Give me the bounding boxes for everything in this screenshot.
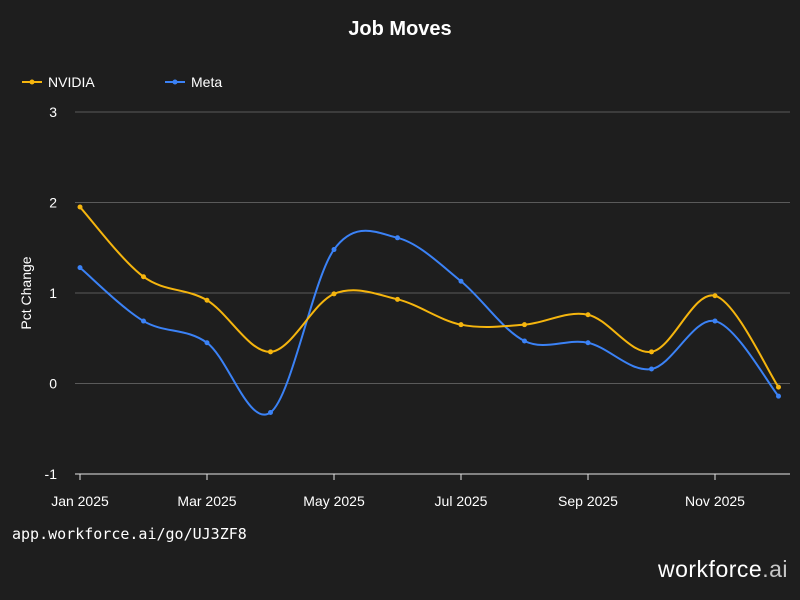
data-point-nvidia (776, 384, 781, 390)
data-point-meta (204, 340, 210, 346)
series-line-nvidia (79, 206, 780, 388)
share-link[interactable]: app.workforce.ai/go/UJ3ZF8 (12, 525, 247, 543)
legend-label-meta: Meta (191, 74, 222, 90)
data-point-meta (268, 409, 273, 415)
x-tick-label: Sep 2025 (558, 493, 618, 509)
data-point-meta (458, 278, 464, 284)
series-group (77, 204, 781, 416)
data-point-nvidia (331, 291, 337, 297)
x-tick-label: Jul 2025 (435, 493, 488, 509)
data-point-meta (141, 318, 146, 324)
grid (75, 111, 790, 475)
chart-title: Job Moves (348, 18, 451, 40)
legend-label-nvidia: NVIDIA (48, 74, 95, 90)
legend-marker-meta (172, 79, 178, 85)
data-point-meta (331, 247, 337, 253)
data-point-meta (77, 265, 83, 271)
legend: NVIDIA Meta (22, 74, 222, 90)
data-point-nvidia (649, 349, 654, 355)
data-point-nvidia (585, 312, 591, 318)
x-tick-label: Nov 2025 (685, 493, 745, 509)
data-point-nvidia (141, 274, 146, 280)
data-point-meta (585, 340, 591, 346)
data-point-nvidia (395, 296, 400, 302)
data-point-nvidia (268, 349, 273, 355)
y-axis: -1 0 1 2 3 (45, 104, 58, 482)
brand-suffix: .ai (762, 556, 788, 582)
y-tick-label: -1 (45, 466, 58, 482)
data-point-nvidia (522, 322, 527, 328)
data-point-nvidia (204, 297, 210, 303)
data-point-meta (522, 338, 527, 344)
brand-name: workforce (658, 556, 763, 582)
x-tick-label: Mar 2025 (177, 493, 236, 509)
y-tick-label: 1 (49, 285, 57, 301)
data-point-meta (649, 366, 654, 372)
x-axis: Jan 2025 Mar 2025 May 2025 Jul 2025 Sep 2025… (51, 474, 745, 509)
x-tick-label: Jan 2025 (51, 493, 109, 509)
data-point-meta (776, 393, 781, 399)
legend-marker-nvidia (29, 79, 35, 85)
brand-logo: workforce.ai (658, 556, 788, 583)
data-point-meta (395, 235, 400, 241)
data-point-nvidia (77, 204, 83, 210)
y-axis-label: Pct Change (18, 256, 34, 329)
y-tick-label: 3 (49, 104, 57, 120)
data-point-meta (712, 318, 718, 324)
series-line-meta (79, 229, 780, 416)
data-point-nvidia (458, 322, 464, 328)
x-tick-label: May 2025 (303, 493, 365, 509)
y-tick-label: 0 (49, 376, 57, 392)
data-point-nvidia (712, 293, 718, 299)
y-tick-label: 2 (49, 195, 57, 211)
